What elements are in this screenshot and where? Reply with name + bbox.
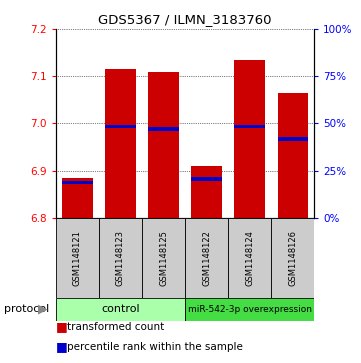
- Bar: [105, 69, 135, 218]
- Text: GSM1148122: GSM1148122: [202, 230, 211, 286]
- Bar: [148, 72, 179, 218]
- Text: control: control: [101, 305, 140, 314]
- Text: GSM1148121: GSM1148121: [73, 230, 82, 286]
- Text: percentile rank within the sample: percentile rank within the sample: [67, 342, 243, 352]
- Bar: [228, 218, 271, 298]
- Text: miR-542-3p overexpression: miR-542-3p overexpression: [188, 305, 312, 314]
- Text: transformed count: transformed count: [67, 322, 164, 332]
- Bar: [185, 298, 314, 321]
- Text: ■: ■: [56, 340, 68, 353]
- Bar: [185, 218, 228, 298]
- Text: GSM1148123: GSM1148123: [116, 230, 125, 286]
- Bar: [235, 125, 265, 129]
- Title: GDS5367 / ILMN_3183760: GDS5367 / ILMN_3183760: [98, 13, 272, 26]
- Bar: [99, 218, 142, 298]
- Bar: [271, 218, 314, 298]
- Text: GSM1148124: GSM1148124: [245, 230, 254, 286]
- Bar: [191, 166, 222, 218]
- Bar: [105, 125, 135, 129]
- Text: GSM1148126: GSM1148126: [288, 230, 297, 286]
- Text: GSM1148125: GSM1148125: [159, 230, 168, 286]
- Bar: [191, 178, 222, 181]
- Text: ■: ■: [56, 320, 68, 333]
- Text: ▶: ▶: [38, 303, 48, 316]
- Bar: [56, 298, 185, 321]
- Bar: [142, 218, 185, 298]
- Bar: [56, 218, 99, 298]
- Bar: [148, 127, 179, 131]
- Bar: [62, 178, 92, 218]
- Bar: [235, 60, 265, 218]
- Text: protocol: protocol: [4, 304, 49, 314]
- Bar: [278, 93, 308, 218]
- Bar: [278, 137, 308, 140]
- Bar: [62, 181, 92, 184]
